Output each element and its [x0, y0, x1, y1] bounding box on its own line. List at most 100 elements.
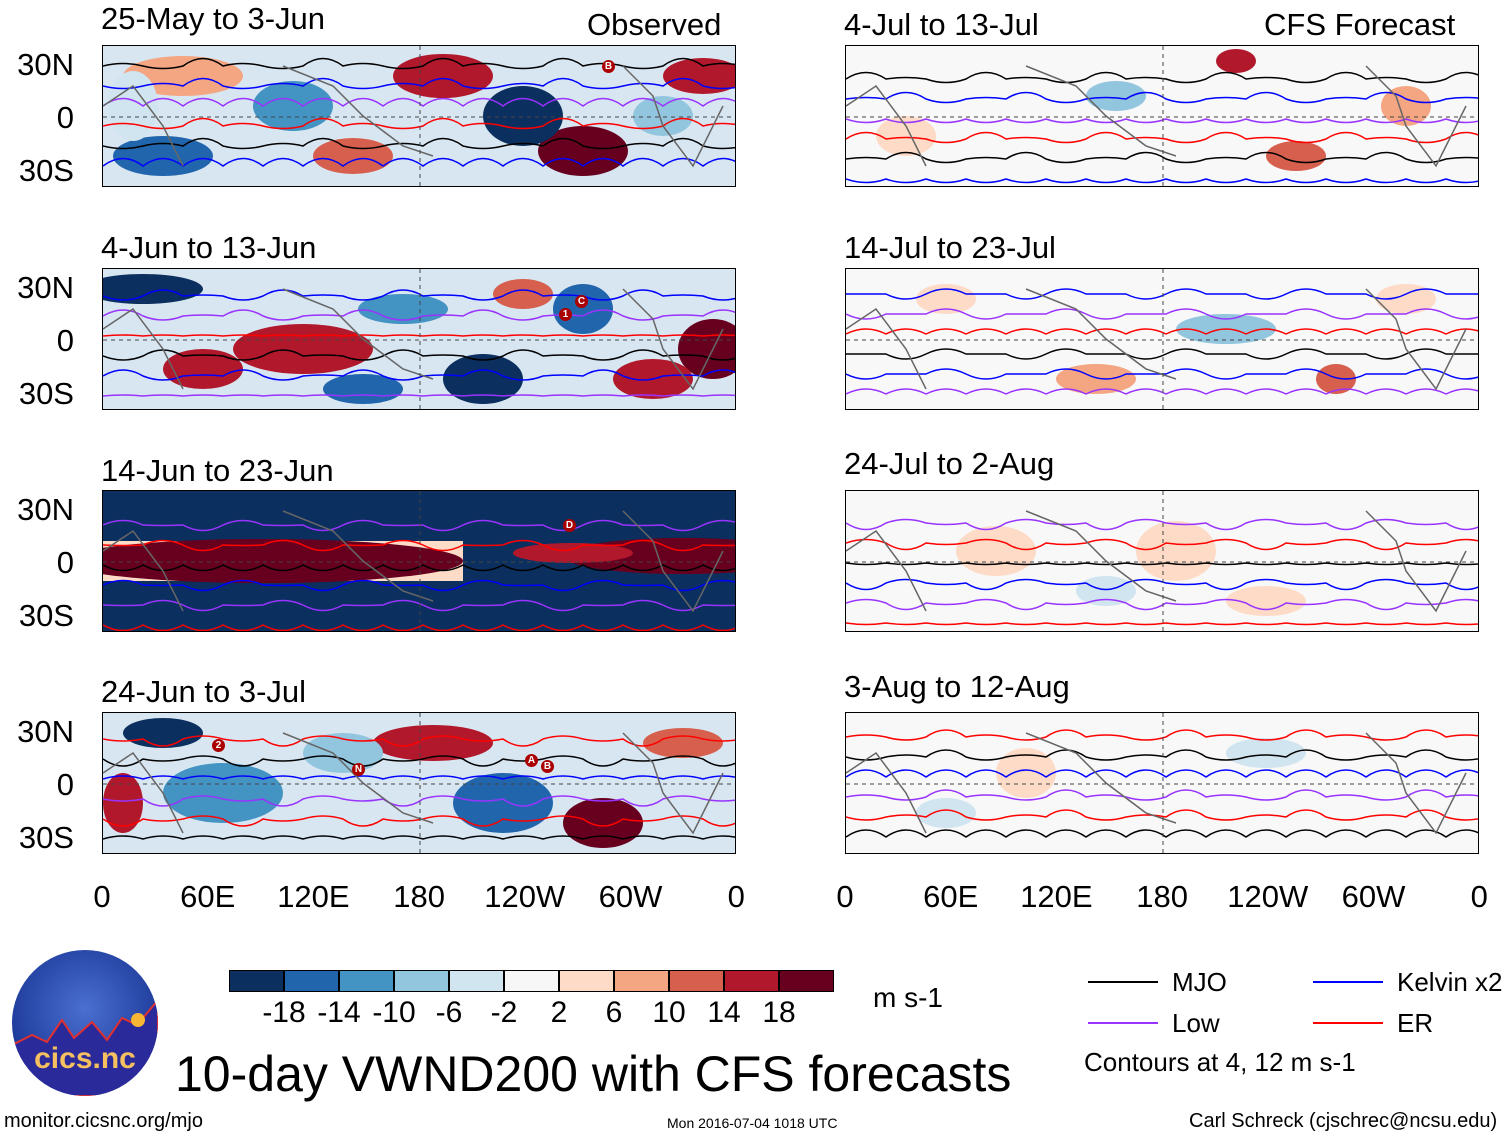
contour-line — [103, 97, 735, 107]
anomaly-region — [916, 798, 976, 828]
contour-line — [103, 624, 735, 631]
anomaly-region — [663, 58, 735, 94]
storm-marker: D — [563, 519, 576, 532]
anomaly-region — [1226, 738, 1306, 768]
panel-title: 25-May to 3-Jun — [101, 1, 325, 36]
map-panel — [845, 268, 1479, 410]
panel-title: 14-Jun to 23-Jun — [101, 453, 334, 488]
contour-line — [846, 809, 1478, 821]
storm-marker: 1 — [559, 308, 572, 321]
contour-line — [103, 309, 735, 321]
contour-line — [846, 829, 1478, 838]
map-panel — [845, 712, 1479, 854]
lat-label: 0 — [56, 323, 74, 358]
coastline — [846, 732, 1467, 835]
contour-line — [846, 288, 1478, 300]
colorbar-label: -10 — [372, 996, 416, 1029]
contour-line — [846, 348, 1478, 360]
lon-label: 120W — [1227, 879, 1309, 914]
storm-marker: B — [602, 60, 615, 73]
colorbar-units: m s-1 — [873, 982, 943, 1013]
panel-title: 4-Jun to 13-Jun — [101, 230, 317, 265]
url-link[interactable]: monitor.cicsnc.org/mjo — [4, 1110, 203, 1132]
contour-line — [103, 394, 735, 397]
lat-label: 30N — [17, 47, 74, 82]
contour-line — [103, 579, 735, 592]
legend-label: ER — [1397, 1008, 1434, 1038]
lat-label: 30S — [18, 153, 74, 188]
contour-line — [846, 578, 1478, 591]
storm-marker: 2 — [212, 739, 225, 752]
contour-line — [846, 622, 1478, 626]
map-panel — [845, 45, 1479, 187]
lat-label: 30N — [17, 270, 74, 305]
map-panel: B — [102, 45, 736, 187]
contour-line — [103, 57, 735, 70]
coastline — [103, 65, 724, 168]
anomaly-region — [1216, 49, 1256, 73]
credit: Carl Schreck (cjschrec@ncsu.edu) — [1189, 1110, 1498, 1132]
contour-line — [103, 519, 735, 532]
anomaly-region — [1076, 576, 1136, 606]
contour-line — [103, 334, 735, 337]
anomaly-region — [996, 748, 1056, 798]
lat-label: 0 — [56, 100, 74, 135]
colorbar-swatch — [614, 970, 669, 992]
lon-label: 120W — [484, 879, 566, 914]
anomaly-region — [633, 96, 693, 136]
colorbar-swatch — [724, 970, 779, 992]
colorbar-label: 14 — [707, 996, 741, 1029]
anomaly-region — [1316, 364, 1356, 394]
colorbar-swatch — [504, 970, 559, 992]
anomaly-region — [393, 54, 493, 98]
anomaly-region — [956, 526, 1036, 576]
contour-line — [846, 729, 1478, 741]
contour-line — [846, 91, 1478, 104]
lon-label: 120E — [277, 879, 350, 914]
anomaly-region — [303, 733, 383, 773]
lat-label: 30N — [17, 714, 74, 749]
legend-line — [1088, 981, 1158, 983]
colorbar-swatch — [394, 970, 449, 992]
contour-line — [103, 289, 735, 301]
anomaly-region — [103, 773, 143, 833]
lon-label: 180 — [1136, 879, 1188, 914]
logo-text: cics.nc — [34, 1042, 136, 1075]
colorbar-label: -18 — [262, 996, 306, 1029]
cics-logo: cics.nc — [12, 950, 158, 1096]
coastline — [846, 288, 1467, 391]
anomaly-region — [1266, 141, 1326, 171]
colorbar-swatch — [669, 970, 724, 992]
storm-marker: A — [525, 754, 538, 767]
contour-line — [846, 769, 1478, 778]
legend-line — [1313, 1022, 1383, 1024]
contour-line — [846, 151, 1478, 164]
contour-line — [846, 562, 1478, 566]
lat-label: 30S — [18, 598, 74, 633]
lon-label: 60W — [598, 879, 663, 914]
legend-label: MJO — [1172, 967, 1227, 997]
anomaly-region — [253, 81, 333, 131]
contour-line — [103, 157, 735, 167]
contour-line — [103, 349, 735, 361]
anomaly-region — [233, 324, 373, 374]
anomaly-region — [453, 773, 553, 833]
contour-line — [103, 755, 735, 767]
panel-title: 14-Jul to 23-Jul — [844, 230, 1056, 265]
lat-label: 30N — [17, 492, 74, 527]
coastline — [103, 732, 724, 835]
lon-label: 180 — [393, 879, 445, 914]
anomaly-region — [1086, 81, 1146, 111]
contour-line — [103, 77, 735, 90]
coastline — [103, 288, 724, 391]
lon-label: 0 — [1470, 879, 1488, 914]
contour-line — [103, 137, 735, 150]
anomaly-region — [483, 86, 563, 146]
colorbar-label: -2 — [490, 996, 518, 1029]
contour-line — [846, 118, 1478, 124]
anomaly-region — [643, 728, 723, 758]
colorbar-label: -14 — [317, 996, 361, 1029]
coastline — [846, 510, 1467, 613]
lat-label: 30S — [18, 376, 74, 411]
